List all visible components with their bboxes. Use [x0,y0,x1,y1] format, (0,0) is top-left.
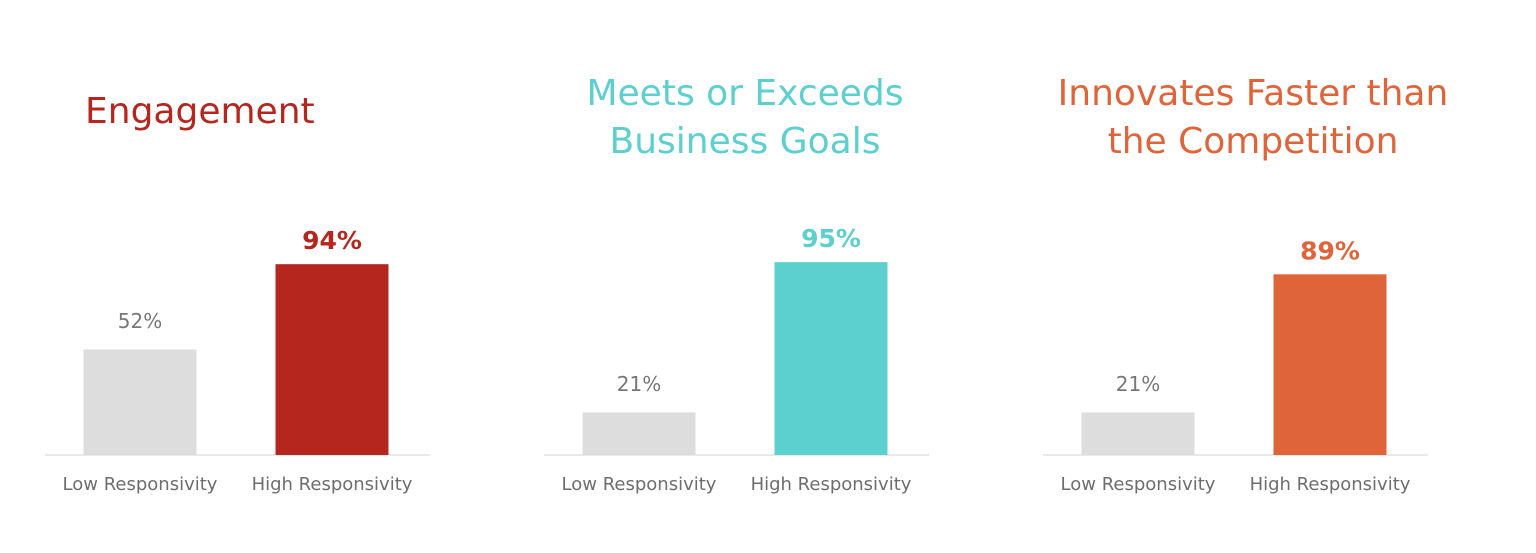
category-label: High Responsivity [252,474,413,495]
bar [1081,412,1195,455]
value-label: 52% [118,309,162,333]
category-label: High Responsivity [751,474,912,495]
value-label: 95% [801,224,861,253]
category-label: Low Responsivity [63,474,218,495]
value-label: 94% [302,226,362,255]
bar [1273,274,1387,455]
value-label: 89% [1300,236,1360,265]
chart-title: Meets or Exceeds [586,73,903,114]
category-label: Low Responsivity [1061,474,1216,495]
bar [582,412,696,455]
bar [275,264,389,455]
chart-title: Business Goals [610,121,881,162]
category-label: High Responsivity [1250,474,1411,495]
bar [774,262,888,455]
category-label: Low Responsivity [562,474,717,495]
chart-title: the Competition [1108,121,1399,162]
chart-title: Engagement [85,91,315,132]
bar [83,349,197,455]
value-label: 21% [617,372,661,396]
value-label: 21% [1116,372,1160,396]
chart-title: Innovates Faster than [1058,73,1449,114]
